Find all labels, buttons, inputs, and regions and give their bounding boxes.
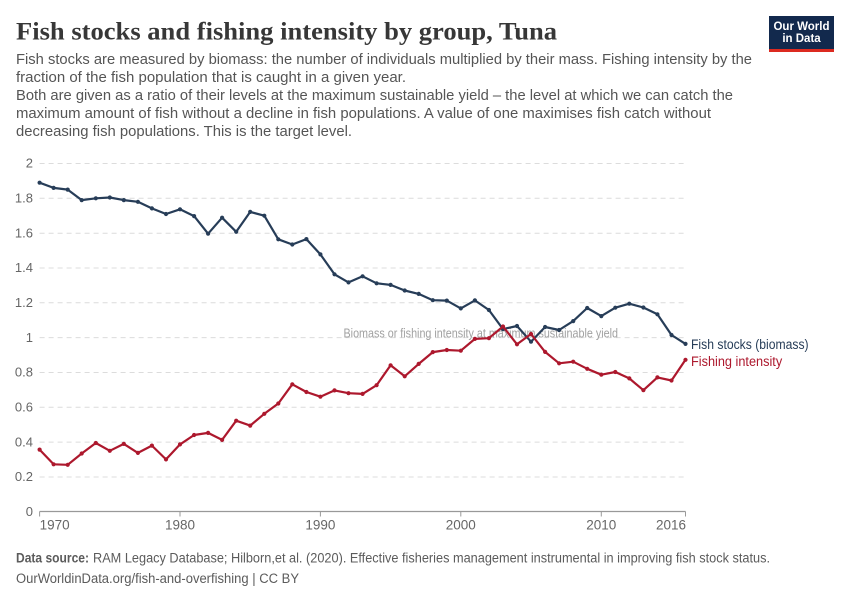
svg-text:maximum amount of fish without: maximum amount of fish without a decline… <box>16 106 711 122</box>
svg-text:1.4: 1.4 <box>15 260 33 275</box>
svg-text:1970: 1970 <box>40 518 70 533</box>
svg-text:Both are given as a ratio of t: Both are given as a ratio of their level… <box>16 88 733 104</box>
svg-text:Data source:: Data source: <box>16 551 89 566</box>
svg-text:0.4: 0.4 <box>15 434 33 449</box>
svg-text:1.2: 1.2 <box>15 295 33 310</box>
svg-text:Biomass or fishing intensity a: Biomass or fishing intensity at maximum … <box>344 326 619 341</box>
svg-text:1.8: 1.8 <box>15 191 33 206</box>
svg-text:2016: 2016 <box>656 518 686 533</box>
svg-text:RAM Legacy Database; Hilborn,e: RAM Legacy Database; Hilborn,et al. (202… <box>93 551 770 566</box>
svg-text:2: 2 <box>26 156 33 171</box>
svg-text:OurWorldinData.org/fish-and-ov: OurWorldinData.org/fish-and-overfishing … <box>16 571 299 586</box>
svg-text:decreasing fish populations. T: decreasing fish populations. This is the… <box>16 124 352 140</box>
svg-text:Fish stocks (biomass): Fish stocks (biomass) <box>691 337 809 352</box>
svg-text:fraction of the fish populatio: fraction of the fish population that is … <box>16 70 406 86</box>
svg-text:2000: 2000 <box>446 518 476 533</box>
svg-text:0.6: 0.6 <box>15 400 33 415</box>
svg-text:1980: 1980 <box>165 518 195 533</box>
svg-text:0.8: 0.8 <box>15 365 33 380</box>
svg-text:0: 0 <box>26 504 33 519</box>
svg-text:Fish stocks are measured by bi: Fish stocks are measured by biomass: the… <box>16 52 752 68</box>
svg-text:Fish stocks and fishing intens: Fish stocks and fishing intensity by gro… <box>16 19 558 46</box>
svg-text:1990: 1990 <box>305 518 335 533</box>
svg-text:0.2: 0.2 <box>15 469 33 484</box>
svg-text:2010: 2010 <box>586 518 616 533</box>
svg-text:1.6: 1.6 <box>15 225 33 240</box>
svg-text:Fishing intensity: Fishing intensity <box>691 354 782 369</box>
svg-text:1: 1 <box>26 330 33 345</box>
